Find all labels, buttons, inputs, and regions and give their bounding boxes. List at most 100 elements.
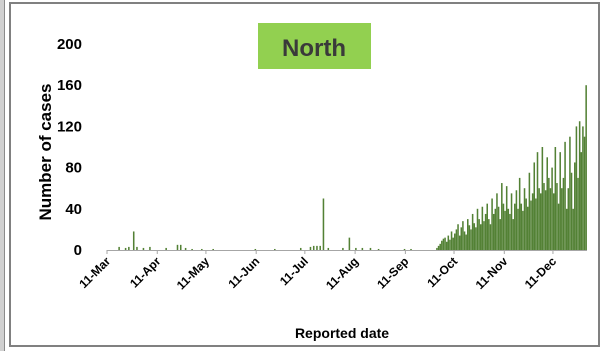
bar: [319, 245, 321, 250]
bar: [562, 177, 565, 250]
bar: [515, 190, 518, 250]
bar: [369, 247, 372, 250]
bar: [510, 193, 513, 250]
bar: [583, 136, 586, 250]
bar: [445, 241, 448, 250]
bar: [254, 248, 257, 250]
bar: [309, 246, 312, 250]
bar: [470, 229, 472, 250]
bar: [118, 246, 120, 250]
bar: [184, 247, 187, 250]
bar: [552, 193, 555, 250]
bar: [463, 231, 466, 250]
chart-title: North: [282, 35, 346, 62]
bar: [525, 198, 527, 250]
bar: [548, 177, 550, 250]
bar: [561, 188, 563, 250]
bar: [436, 247, 438, 250]
bar: [530, 200, 532, 250]
bar: [128, 246, 130, 250]
bar: [535, 198, 537, 250]
bar: [484, 213, 487, 250]
bar: [124, 247, 127, 250]
bar: [577, 177, 579, 250]
bar: [488, 219, 490, 250]
bar: [564, 141, 566, 250]
bar: [507, 208, 510, 250]
bar: [467, 219, 469, 250]
chart-title-box: [258, 23, 371, 69]
bar: [551, 167, 553, 250]
bar: [312, 245, 315, 250]
bar: [501, 183, 503, 250]
bar: [460, 227, 463, 250]
bar: [570, 172, 573, 250]
bar: [465, 234, 467, 250]
y-tick-label: 120: [57, 118, 82, 135]
bar: [444, 237, 446, 250]
bar: [536, 152, 539, 250]
bar: [533, 162, 536, 250]
bar: [348, 237, 351, 250]
y-tick-label: 200: [57, 36, 82, 53]
bar: [539, 193, 542, 250]
bar: [504, 210, 506, 250]
x-tick-label: 11-Apr: [127, 254, 164, 291]
y-tick-label: 40: [65, 201, 82, 218]
bar: [342, 247, 344, 250]
bar: [517, 208, 519, 250]
bar: [457, 224, 459, 250]
bar: [322, 198, 325, 250]
bar: [299, 247, 302, 250]
bar: [473, 223, 476, 250]
bar: [505, 186, 508, 250]
bar: [458, 235, 461, 250]
x-tick-label: 11-Jun: [226, 254, 263, 291]
bar: [574, 162, 576, 250]
x-tick-label: 11-Mar: [76, 254, 113, 291]
bar: [327, 247, 330, 250]
bar: [582, 126, 584, 250]
bar: [274, 248, 276, 250]
bar: [580, 152, 583, 250]
bar: [489, 224, 492, 250]
bar: [316, 245, 318, 250]
bar: [575, 126, 578, 250]
bar: [455, 229, 458, 250]
x-tick-label: 11-Aug: [323, 254, 361, 292]
bar: [201, 248, 203, 250]
left-panel-edge: [0, 0, 5, 351]
bar: [486, 203, 488, 250]
bar: [179, 244, 182, 250]
y-tick-label: 80: [65, 160, 82, 177]
x-tick-label: 11-Jul: [277, 254, 311, 288]
bar: [439, 243, 441, 250]
y-axis-title: Number of cases: [36, 84, 55, 221]
bar: [549, 188, 552, 250]
x-axis-title: Reported date: [295, 325, 389, 341]
x-tick-label: 11-Sep: [374, 254, 411, 291]
bar: [556, 183, 558, 250]
bar: [481, 206, 484, 250]
bar: [531, 193, 534, 250]
bar: [496, 193, 498, 250]
bar: [454, 233, 456, 250]
chart-container: North Number of cases Reported date 0 40 8…: [9, 2, 600, 347]
bar: [541, 147, 544, 250]
bar: [132, 231, 135, 250]
bar: [478, 219, 480, 250]
bar: [476, 208, 479, 250]
bar: [149, 246, 151, 250]
bar: [483, 221, 485, 250]
bar: [462, 221, 464, 250]
bar: [494, 208, 497, 250]
bar: [527, 206, 529, 250]
y-tick-label: 160: [57, 77, 82, 94]
y-axis-ticks: 0 40 80 120 160 200: [57, 36, 82, 259]
bar: [403, 248, 406, 250]
bar: [522, 210, 524, 250]
x-tick-label: 11-Nov: [473, 254, 511, 292]
bar: [142, 247, 145, 250]
bar: [557, 203, 560, 250]
bar: [355, 247, 357, 250]
